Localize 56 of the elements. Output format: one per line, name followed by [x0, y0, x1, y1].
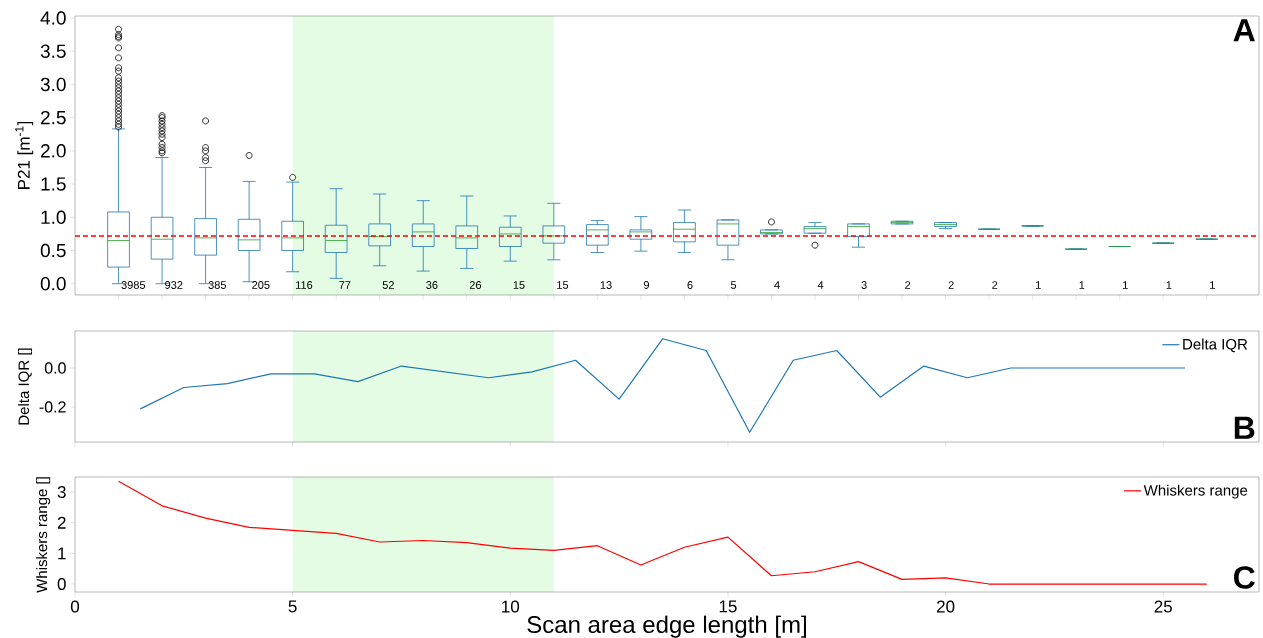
x-tick-label: 3	[861, 281, 867, 289]
y-tick-label: 1	[58, 547, 66, 560]
x-tick-label: 1	[1166, 281, 1172, 289]
x-tick-label: 1	[1210, 281, 1215, 289]
legend-label: Delta IQR	[1183, 338, 1248, 353]
x-tick-label: 2	[948, 281, 954, 289]
x-tick-label: 9	[643, 281, 650, 289]
x-tick-label: 25	[1154, 600, 1172, 613]
x-axis-title: Scan area edge length [m]	[527, 615, 806, 638]
x-tick-label: 13	[600, 281, 612, 289]
x-tick-label: 15	[719, 600, 737, 613]
x-tick-label: 2	[992, 281, 998, 289]
x-tick-label: 1	[1036, 281, 1041, 289]
y-tick-label: 1.5	[41, 177, 66, 191]
annotation: A	[1233, 19, 1255, 42]
y-tick-label: 2.0	[41, 144, 66, 158]
x-tick-label: 5	[730, 281, 737, 289]
x-tick-label: 932	[165, 281, 183, 289]
x-tick-label: 4	[774, 281, 780, 289]
y-tick-label: 0.0	[40, 276, 66, 291]
y-tick-label: 0.0	[44, 362, 66, 374]
x-tick-label: 385	[208, 281, 226, 289]
x-tick-label: 15	[557, 281, 569, 289]
annotation: B	[1234, 416, 1255, 439]
x-tick-label: 2	[905, 281, 911, 289]
y-tick-label: 1.0	[41, 210, 66, 225]
y-tick-label: 2	[57, 516, 66, 529]
x-tick-label: 3985	[121, 281, 146, 289]
y-tick-label: 0	[57, 578, 66, 591]
y-tick-label: 3.5	[40, 44, 66, 58]
x-tick-label: 6	[687, 281, 693, 289]
x-tick-label: 10	[502, 600, 520, 613]
y-tick-label: 3.0	[40, 77, 66, 92]
x-tick-label: 4	[817, 281, 824, 289]
x-tick-label: 26	[469, 281, 482, 289]
y-axis-title: Whiskers range []	[36, 477, 51, 593]
x-tick-label: 36	[426, 281, 438, 289]
x-tick-label: 15	[513, 281, 525, 289]
legend-label: Whiskers range	[1143, 484, 1248, 499]
y-tick-label: 3	[57, 486, 66, 499]
y-tick-label: -0.2	[39, 401, 66, 413]
y-tick-label: 2.5	[41, 110, 66, 125]
x-tick-label: 20	[936, 600, 955, 613]
x-tick-label: 52	[382, 281, 394, 289]
annotation: C	[1234, 566, 1255, 589]
x-tick-label: 116	[296, 281, 313, 289]
x-tick-label: 205	[252, 281, 270, 289]
x-tick-label: 0	[70, 600, 80, 613]
y-tick-label: 0.5	[40, 243, 66, 258]
x-tick-label: 5	[288, 600, 297, 613]
x-tick-label: 1	[1079, 281, 1085, 289]
y-tick-label: 4.0	[40, 11, 66, 25]
x-tick-label: 77	[339, 281, 351, 289]
x-tick-label: 1	[1123, 281, 1128, 289]
y-axis-title: Delta IQR []	[18, 348, 33, 425]
y-axis-title: P21 [m$^{-1}$]	[15, 121, 34, 189]
